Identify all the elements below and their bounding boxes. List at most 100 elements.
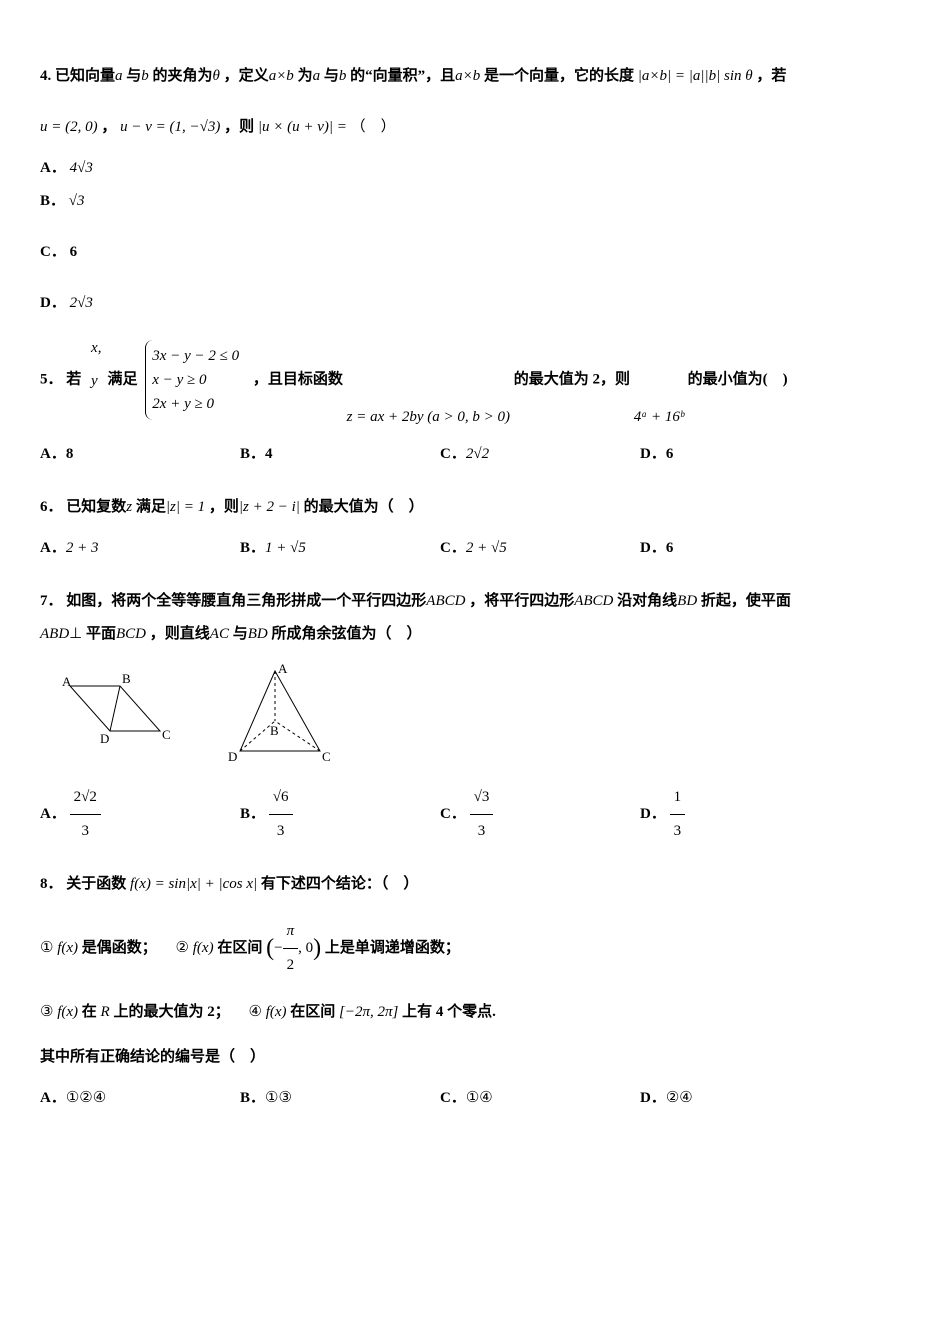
q4-paren: （ ） bbox=[351, 119, 396, 135]
q8-s4n: ④ bbox=[248, 1004, 261, 1020]
q7-t7: 与 bbox=[233, 626, 248, 642]
q5-optC-v: 2√2 bbox=[466, 446, 489, 462]
q8-s3n: ③ bbox=[40, 1004, 53, 1020]
q7-bd: BD bbox=[677, 593, 697, 609]
q8-num: 8． bbox=[40, 876, 63, 892]
q8-optA-v: ①②④ bbox=[66, 1090, 106, 1106]
q6-z: z bbox=[126, 499, 132, 515]
q7-abd: ABD bbox=[40, 626, 69, 642]
q4-optC-v: 6 bbox=[70, 244, 78, 260]
q4-optB-lbl: B． bbox=[40, 193, 65, 209]
q8-s2n: ② bbox=[176, 940, 189, 956]
q8-tail: 其中所有正确结论的编号是（ ） bbox=[40, 1041, 910, 1074]
q5-optD-lbl: D． bbox=[640, 446, 666, 462]
q5-t1: 若 bbox=[66, 371, 81, 387]
lbl-C2: C bbox=[322, 749, 331, 764]
question-5: 5． 若 x, y 满足 3x − y − 2 ≤ 0 x − y ≥ 0 2x… bbox=[40, 340, 910, 471]
q4-t2: ，定义 bbox=[224, 68, 269, 84]
q7-optA-lbl: A． bbox=[40, 806, 66, 822]
q6-optA-lbl: A． bbox=[40, 540, 66, 556]
q8-s2-open: ( bbox=[266, 935, 274, 961]
q8-s2-b: , 0 bbox=[298, 940, 313, 956]
lbl-B2: B bbox=[270, 723, 279, 738]
q4-formula: |a×b| = |a||b| sin θ bbox=[638, 68, 753, 84]
q8-s4-int: [−2π, 2π] bbox=[339, 1004, 398, 1020]
q5-optB-v: 4 bbox=[265, 446, 273, 462]
question-8: 8． 关于函数 f(x) = sin|x| + |cos x| 有下述四个结论：… bbox=[40, 868, 910, 1115]
q7-t5: 平面 bbox=[86, 626, 116, 642]
q8-s2-t1: 在区间 bbox=[217, 940, 262, 956]
q7-t1: 如图，将两个全等等腰直角三角形拼成一个平行四边形 bbox=[66, 593, 426, 609]
q4-optA-v: 4√3 bbox=[70, 160, 93, 176]
q7-optD-den: 3 bbox=[670, 815, 686, 848]
lbl-C: C bbox=[162, 727, 171, 742]
q4-t6: ，若 bbox=[756, 68, 786, 84]
q5-obj: z = ax + 2by (a > 0, b > 0) bbox=[347, 401, 510, 434]
q4-optD-v: 2√3 bbox=[70, 295, 93, 311]
q7-ac: AC bbox=[210, 626, 229, 642]
q4-a: a bbox=[115, 68, 123, 84]
q8-s3-fx: f(x) bbox=[57, 1004, 78, 1020]
q6-t3: ，则 bbox=[209, 499, 239, 515]
q5-optC-lbl: C． bbox=[440, 446, 466, 462]
q7-options: A． 2√23 B． √63 C． √33 D． 13 bbox=[40, 781, 910, 848]
q5-optA-lbl: A． bbox=[40, 446, 66, 462]
q8-s1-fx: f(x) bbox=[57, 940, 78, 956]
q8-s4-t2: 上有 4 个零点. bbox=[402, 1004, 496, 1020]
lbl-A2: A bbox=[278, 661, 288, 676]
question-7: 7． 如图，将两个全等等腰直角三角形拼成一个平行四边形ABCD ，将平行四边形A… bbox=[40, 585, 910, 848]
q7-num: 7． bbox=[40, 593, 63, 609]
q7-optA-den: 3 bbox=[70, 815, 101, 848]
q4-num: 4. bbox=[40, 68, 51, 84]
q4-axb1: a×b bbox=[269, 68, 294, 84]
q5-options: A．8 B．4 C．2√2 D．6 bbox=[40, 438, 910, 471]
q8-optD-v: ②④ bbox=[666, 1090, 693, 1106]
q4-axb2: a×b bbox=[455, 68, 480, 84]
q8-s4-t1: 在区间 bbox=[290, 1004, 335, 1020]
q4-l2d: ，则 bbox=[224, 119, 254, 135]
q5-t3: ，且目标函数 bbox=[253, 371, 343, 387]
q8-optB-lbl: B． bbox=[240, 1090, 265, 1106]
q4-optB-v: √3 bbox=[69, 193, 85, 209]
q5-t5: 的最小值为( ) bbox=[688, 371, 788, 387]
q8-s1n: ① bbox=[40, 940, 53, 956]
q7-diagrams: A B C D A B D C bbox=[60, 661, 910, 771]
q6-optC-v: 2 + √5 bbox=[466, 540, 507, 556]
q6-optD-v: 6 bbox=[666, 540, 674, 556]
q8-t2: 有下述四个结论：（ ） bbox=[261, 876, 419, 892]
q5-optB-lbl: B． bbox=[240, 446, 265, 462]
q8-fx: f(x) = sin|x| + |cos x| bbox=[130, 876, 257, 892]
q8-s2-a: − bbox=[274, 940, 282, 956]
q5-num: 5． bbox=[40, 371, 63, 387]
q4-b2: b bbox=[339, 68, 347, 84]
q4-optC-lbl: C． bbox=[40, 244, 66, 260]
q8-optC-lbl: C． bbox=[440, 1090, 466, 1106]
q5-system: 3x − y − 2 ≤ 0 x − y ≥ 0 2x + y ≥ 0 bbox=[145, 340, 245, 420]
q7-optC-lbl: C． bbox=[440, 806, 466, 822]
q6-optD-lbl: D． bbox=[640, 540, 666, 556]
q5-sys2: x − y ≥ 0 bbox=[152, 368, 239, 392]
q5-optA-v: 8 bbox=[66, 446, 74, 462]
q5-xy: x, y bbox=[91, 332, 101, 398]
q8-s2-fd: 2 bbox=[283, 949, 299, 982]
q8-s3-t1: 在 bbox=[82, 1004, 97, 1020]
q6-optB-v: 1 + √5 bbox=[265, 540, 306, 556]
q4-l2e: |u × (u + v)| = bbox=[258, 119, 347, 135]
q7-abcd: ABCD bbox=[426, 593, 465, 609]
q4-options: A． 4√3 B． √3 C． 6 D． 2√3 bbox=[40, 152, 640, 320]
q4-b: b bbox=[141, 68, 149, 84]
q7-diagram-flat: A B C D bbox=[60, 661, 180, 751]
q4-a2: a bbox=[313, 68, 321, 84]
q8-s3-t2: 上的最大值为 2； bbox=[113, 1004, 229, 1020]
lbl-A: A bbox=[62, 674, 72, 689]
q7-optB-den: 3 bbox=[269, 815, 293, 848]
q8-s1-t: 是偶函数； bbox=[82, 940, 157, 956]
q6-optC-lbl: C． bbox=[440, 540, 466, 556]
q4-t5: 是一个向量，它的长度 bbox=[484, 68, 634, 84]
q7-optD-lbl: D． bbox=[640, 806, 666, 822]
question-4: 4. 已知向量a 与b 的夹角为θ ，定义a×b 为a 与b 的“向量积”，且a… bbox=[40, 60, 910, 320]
q8-optD-lbl: D． bbox=[640, 1090, 666, 1106]
q7-diagram-folded: A B D C bbox=[220, 661, 350, 771]
q4-optA-lbl: A． bbox=[40, 160, 66, 176]
q6-num: 6． bbox=[40, 499, 63, 515]
